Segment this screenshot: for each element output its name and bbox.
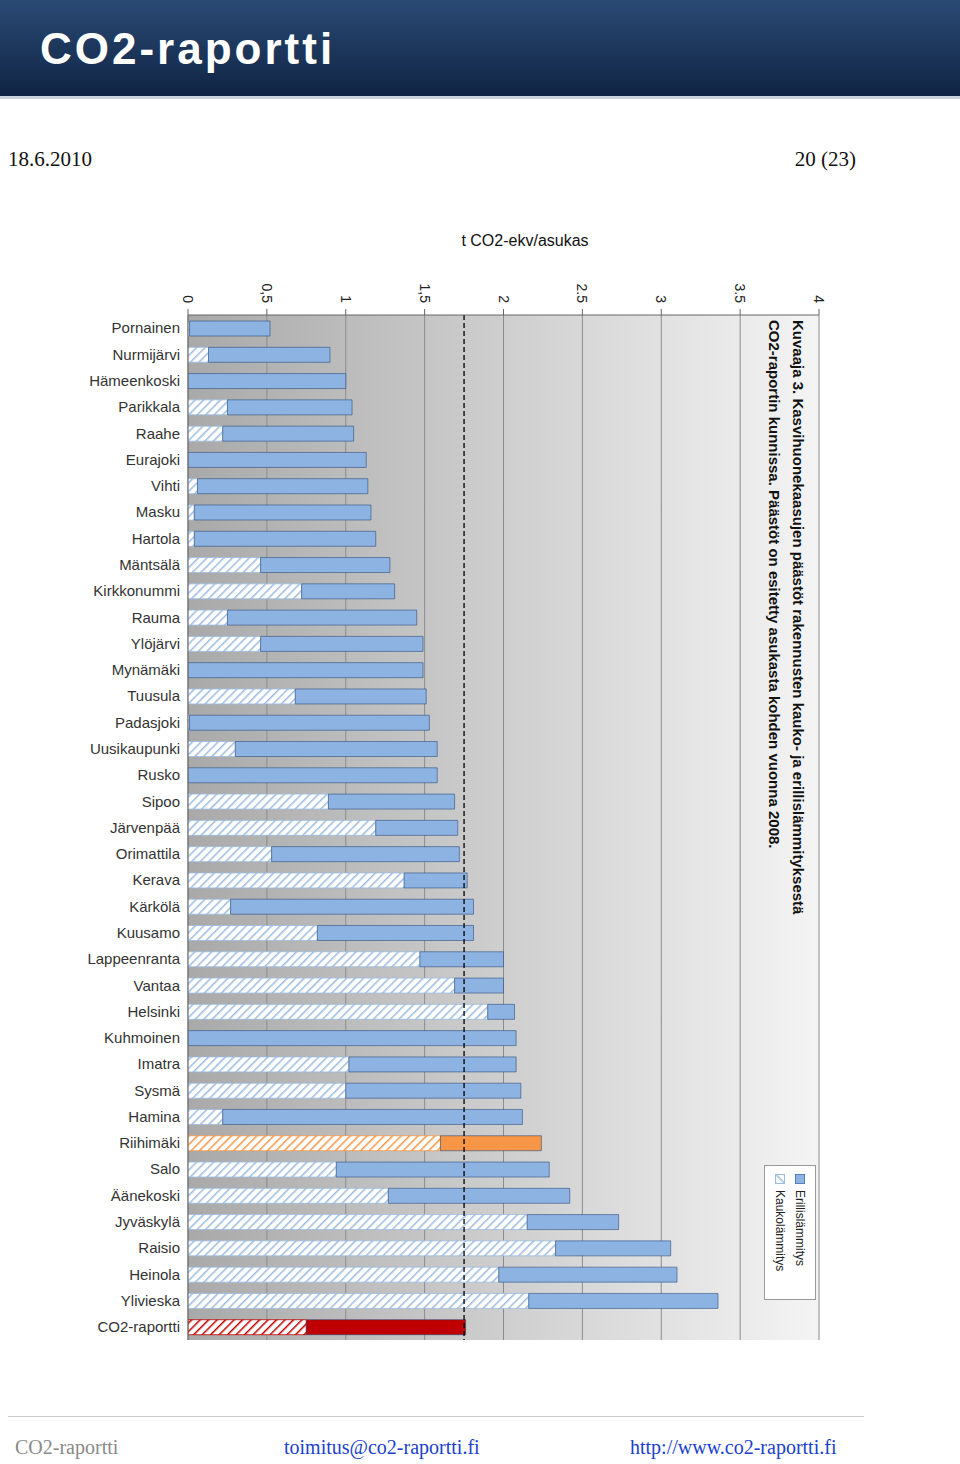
svg-text:Eurajoki: Eurajoki bbox=[126, 451, 180, 468]
svg-text:Sipoo: Sipoo bbox=[142, 793, 180, 810]
svg-text:Riihimäki: Riihimäki bbox=[119, 1134, 180, 1151]
svg-text:Ylivieska: Ylivieska bbox=[121, 1292, 181, 1309]
svg-text:Mynämäki: Mynämäki bbox=[112, 661, 180, 678]
svg-text:Hämeenkoski: Hämeenkoski bbox=[89, 372, 180, 389]
svg-text:Mäntsälä: Mäntsälä bbox=[119, 556, 181, 573]
svg-text:Helsinki: Helsinki bbox=[127, 1003, 180, 1020]
svg-text:Raisio: Raisio bbox=[138, 1239, 180, 1256]
svg-text:Salo: Salo bbox=[150, 1160, 180, 1177]
html-text:toimitus@co2-raportti.fi: toimitus@co2-raportti.fi bbox=[284, 1436, 480, 1458]
svg-text:Nurmijärvi: Nurmijärvi bbox=[113, 346, 181, 363]
svg-text:Kirkkonummi: Kirkkonummi bbox=[93, 582, 180, 599]
svg-text:Ylöjärvi: Ylöjärvi bbox=[131, 635, 180, 652]
svg-text:Jyväskylä: Jyväskylä bbox=[115, 1213, 181, 1230]
svg-text:Parikkala: Parikkala bbox=[118, 398, 180, 415]
svg-text:0,5: 0,5 bbox=[259, 284, 275, 304]
svg-text:Pornainen: Pornainen bbox=[112, 319, 180, 336]
svg-text:Imatra: Imatra bbox=[137, 1055, 180, 1072]
svg-text:Kuhmoinen: Kuhmoinen bbox=[104, 1029, 180, 1046]
svg-text:Uusikaupunki: Uusikaupunki bbox=[90, 740, 180, 757]
html-text:CO2-raportti: CO2-raportti bbox=[15, 1436, 119, 1458]
html-text:20 (23): 20 (23) bbox=[794, 147, 856, 171]
svg-text:3.5: 3.5 bbox=[732, 284, 748, 304]
svg-text:Äänekoski: Äänekoski bbox=[111, 1187, 180, 1204]
html-text:t CO2-ekv/asukas: t CO2-ekv/asukas bbox=[461, 232, 589, 249]
svg-text:Vantaa: Vantaa bbox=[134, 977, 181, 994]
svg-text:Tuusula: Tuusula bbox=[127, 687, 180, 704]
html-text:Erillislämmitys: Erillislämmitys bbox=[793, 1190, 807, 1266]
svg-text:Heinola: Heinola bbox=[129, 1266, 181, 1283]
svg-text:Vihti: Vihti bbox=[151, 477, 180, 494]
html-text:Kaukolämmitys: Kaukolämmitys bbox=[773, 1190, 787, 1272]
svg-text:Sysmä: Sysmä bbox=[134, 1082, 181, 1099]
svg-text:Kerava: Kerava bbox=[132, 871, 180, 888]
svg-text:Masku: Masku bbox=[136, 503, 180, 520]
svg-text:Rusko: Rusko bbox=[137, 766, 180, 783]
svg-text:2.5: 2.5 bbox=[574, 284, 590, 304]
svg-text:Kärkölä: Kärkölä bbox=[129, 898, 181, 915]
svg-text:Rauma: Rauma bbox=[132, 609, 181, 626]
svg-text:Järvenpää: Järvenpää bbox=[110, 819, 181, 836]
svg-text:Kuusamo: Kuusamo bbox=[117, 924, 180, 941]
svg-text:3: 3 bbox=[653, 295, 669, 303]
svg-text:4: 4 bbox=[811, 295, 827, 303]
svg-text:CO2-raportti: CO2-raportti bbox=[97, 1318, 180, 1335]
html-text:Kuvaaja 3. Kasvihuonekaasujen: Kuvaaja 3. Kasvihuonekaasujen päästöt ra… bbox=[766, 320, 807, 915]
svg-text:Raahe: Raahe bbox=[136, 425, 180, 442]
html-text:CO2-raportti: CO2-raportti bbox=[40, 24, 336, 73]
svg-text:Padasjoki: Padasjoki bbox=[115, 714, 180, 731]
svg-text:1,5: 1,5 bbox=[417, 284, 433, 304]
html-text:http://www.co2-raportti.fi: http://www.co2-raportti.fi bbox=[630, 1436, 837, 1458]
svg-text:2: 2 bbox=[496, 295, 512, 303]
svg-text:1: 1 bbox=[338, 295, 354, 303]
svg-text:0: 0 bbox=[180, 295, 196, 303]
html-text:18.6.2010: 18.6.2010 bbox=[8, 147, 92, 171]
svg-text:Orimattila: Orimattila bbox=[116, 845, 181, 862]
svg-text:Lappeenranta: Lappeenranta bbox=[87, 950, 180, 967]
svg-text:Hamina: Hamina bbox=[128, 1108, 180, 1125]
svg-text:Hartola: Hartola bbox=[132, 530, 181, 547]
